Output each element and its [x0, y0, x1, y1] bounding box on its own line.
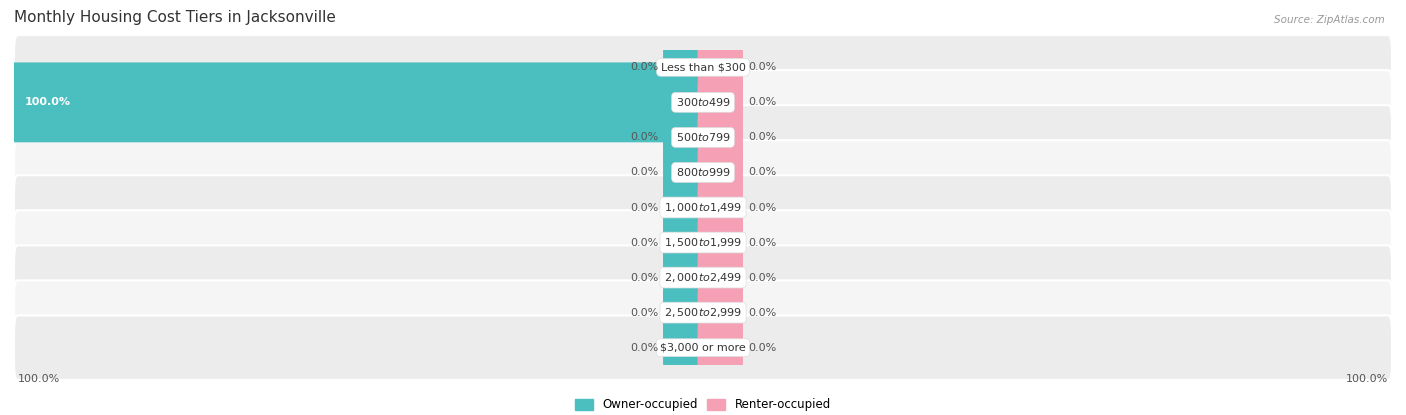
Text: $1,000 to $1,499: $1,000 to $1,499 [664, 201, 742, 214]
FancyBboxPatch shape [664, 168, 709, 247]
Text: $1,500 to $1,999: $1,500 to $1,999 [664, 236, 742, 249]
FancyBboxPatch shape [697, 27, 742, 107]
FancyBboxPatch shape [14, 35, 1392, 100]
FancyBboxPatch shape [697, 308, 742, 388]
Text: 0.0%: 0.0% [630, 132, 658, 142]
Text: 0.0%: 0.0% [748, 273, 776, 283]
Text: 0.0%: 0.0% [630, 308, 658, 317]
FancyBboxPatch shape [697, 273, 742, 353]
Text: $2,500 to $2,999: $2,500 to $2,999 [664, 306, 742, 319]
FancyBboxPatch shape [664, 273, 709, 353]
Legend: Owner-occupied, Renter-occupied: Owner-occupied, Renter-occupied [571, 393, 835, 415]
Text: 0.0%: 0.0% [630, 237, 658, 247]
FancyBboxPatch shape [14, 281, 1392, 345]
Text: $3,000 or more: $3,000 or more [661, 343, 745, 353]
Text: 0.0%: 0.0% [630, 62, 658, 72]
Text: 0.0%: 0.0% [630, 273, 658, 283]
Text: 0.0%: 0.0% [748, 237, 776, 247]
Text: 0.0%: 0.0% [748, 98, 776, 107]
Text: 0.0%: 0.0% [630, 168, 658, 178]
Text: 0.0%: 0.0% [748, 308, 776, 317]
FancyBboxPatch shape [14, 70, 1392, 134]
Text: 0.0%: 0.0% [748, 62, 776, 72]
FancyBboxPatch shape [697, 238, 742, 317]
Text: 0.0%: 0.0% [748, 132, 776, 142]
Text: 0.0%: 0.0% [748, 203, 776, 212]
FancyBboxPatch shape [14, 105, 1392, 170]
FancyBboxPatch shape [697, 203, 742, 283]
FancyBboxPatch shape [664, 132, 709, 212]
FancyBboxPatch shape [697, 98, 742, 177]
FancyBboxPatch shape [697, 62, 742, 142]
FancyBboxPatch shape [14, 140, 1392, 205]
Text: Less than $300: Less than $300 [661, 62, 745, 72]
FancyBboxPatch shape [14, 210, 1392, 275]
Text: $300 to $499: $300 to $499 [675, 96, 731, 108]
Text: 100.0%: 100.0% [1347, 374, 1389, 384]
FancyBboxPatch shape [14, 245, 1392, 310]
FancyBboxPatch shape [664, 98, 709, 177]
FancyBboxPatch shape [664, 27, 709, 107]
Text: 0.0%: 0.0% [630, 343, 658, 353]
FancyBboxPatch shape [664, 238, 709, 317]
Text: 0.0%: 0.0% [748, 168, 776, 178]
Text: 100.0%: 100.0% [24, 98, 70, 107]
Text: $800 to $999: $800 to $999 [675, 166, 731, 178]
Text: 0.0%: 0.0% [748, 343, 776, 353]
FancyBboxPatch shape [664, 203, 709, 283]
Text: 100.0%: 100.0% [17, 374, 59, 384]
FancyBboxPatch shape [697, 132, 742, 212]
FancyBboxPatch shape [8, 62, 709, 142]
Text: Source: ZipAtlas.com: Source: ZipAtlas.com [1274, 15, 1385, 24]
Text: 0.0%: 0.0% [630, 203, 658, 212]
FancyBboxPatch shape [14, 175, 1392, 240]
Text: $2,000 to $2,499: $2,000 to $2,499 [664, 271, 742, 284]
FancyBboxPatch shape [664, 308, 709, 388]
Text: Monthly Housing Cost Tiers in Jacksonville: Monthly Housing Cost Tiers in Jacksonvil… [14, 10, 336, 25]
FancyBboxPatch shape [697, 168, 742, 247]
FancyBboxPatch shape [14, 315, 1392, 380]
Text: $500 to $799: $500 to $799 [675, 132, 731, 144]
